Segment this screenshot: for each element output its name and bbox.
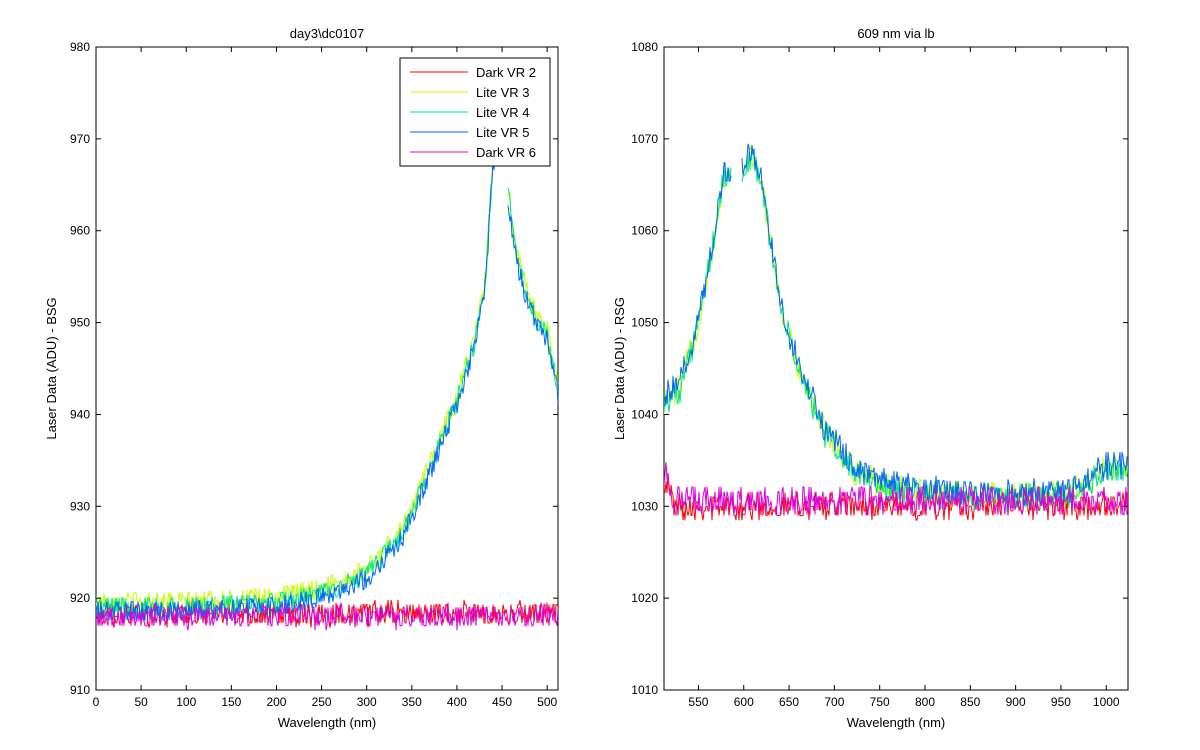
y-tick-label: 980 — [70, 40, 90, 54]
y-tick-label: 970 — [70, 132, 90, 146]
chart-title: 609 nm via lb — [857, 26, 934, 41]
y-tick-label: 910 — [70, 683, 90, 697]
x-tick-label: 0 — [93, 695, 100, 709]
x-tick-label: 400 — [447, 695, 467, 709]
y-axis-label: Laser Data (ADU) - BSG — [44, 297, 59, 439]
x-tick-label: 500 — [537, 695, 557, 709]
y-tick-label: 1040 — [631, 407, 658, 421]
x-tick-label: 650 — [779, 695, 799, 709]
legend-entry-5: Dark VR 6 — [476, 145, 536, 160]
y-tick-label: 940 — [70, 407, 90, 421]
series-line-1 — [96, 599, 558, 628]
legend-entry-4: Lite VR 5 — [476, 125, 529, 140]
x-tick-label: 700 — [824, 695, 844, 709]
x-tick-label: 850 — [960, 695, 980, 709]
x-tick-label: 900 — [1006, 695, 1026, 709]
y-tick-label: 1050 — [631, 316, 658, 330]
series-group — [96, 146, 558, 631]
series-line-5 — [664, 462, 1128, 517]
plot-area — [663, 46, 1129, 691]
x-tick-label: 300 — [357, 695, 377, 709]
x-axis-label: Wavelength (nm) — [278, 715, 377, 730]
series-line-5 — [96, 602, 558, 631]
chart-title: day3\dc0107 — [290, 26, 364, 41]
x-tick-label: 350 — [402, 695, 422, 709]
x-tick-label: 950 — [1051, 695, 1071, 709]
x-tick-label: 1000 — [1093, 695, 1120, 709]
x-tick-label: 200 — [266, 695, 286, 709]
right-chart-panel: 550 600 650 700 750 800 850 900 950 1000 1010 1020 1… — [612, 26, 1129, 730]
y-tick-label: 1070 — [631, 132, 658, 146]
y-tick-label: 960 — [70, 224, 90, 238]
x-tick-label: 600 — [734, 695, 754, 709]
x-tick-label: 250 — [312, 695, 332, 709]
series-group — [664, 143, 1128, 521]
y-axis-label: Laser Data (ADU) - RSG — [612, 297, 627, 440]
legend-entry-1: Dark VR 2 — [476, 65, 536, 80]
y-tick-label: 1020 — [631, 591, 658, 605]
legend-entry-3: Lite VR 4 — [476, 105, 529, 120]
y-tick-label: 1010 — [631, 683, 658, 697]
x-tick-label: 100 — [176, 695, 196, 709]
left-chart-panel: 0 50 100 150 200 250 300 350 400 450 500 910 920 930 9… — [44, 26, 559, 730]
x-tick-label: 450 — [492, 695, 512, 709]
legend: Dark VR 2 Lite VR 3 Lite VR 4 Lite VR 5 Dark… — [399, 57, 551, 167]
x-axis-label: Wavelength (nm) — [847, 715, 946, 730]
y-tick-label: 1080 — [631, 40, 658, 54]
series-line-4 — [96, 151, 558, 621]
series-line-4 — [664, 143, 1128, 508]
y-tick-label: 1030 — [631, 499, 658, 513]
y-tick-label: 920 — [70, 591, 90, 605]
x-tick-label: 150 — [221, 695, 241, 709]
legend-entry-2: Lite VR 3 — [476, 85, 529, 100]
x-tick-label: 800 — [915, 695, 935, 709]
y-tick-label: 950 — [70, 316, 90, 330]
y-tick-label: 1060 — [631, 224, 658, 238]
y-tick-label: 930 — [70, 499, 90, 513]
x-tick-label: 50 — [134, 695, 148, 709]
x-tick-label: 550 — [688, 695, 708, 709]
x-tick-label: 750 — [870, 695, 890, 709]
